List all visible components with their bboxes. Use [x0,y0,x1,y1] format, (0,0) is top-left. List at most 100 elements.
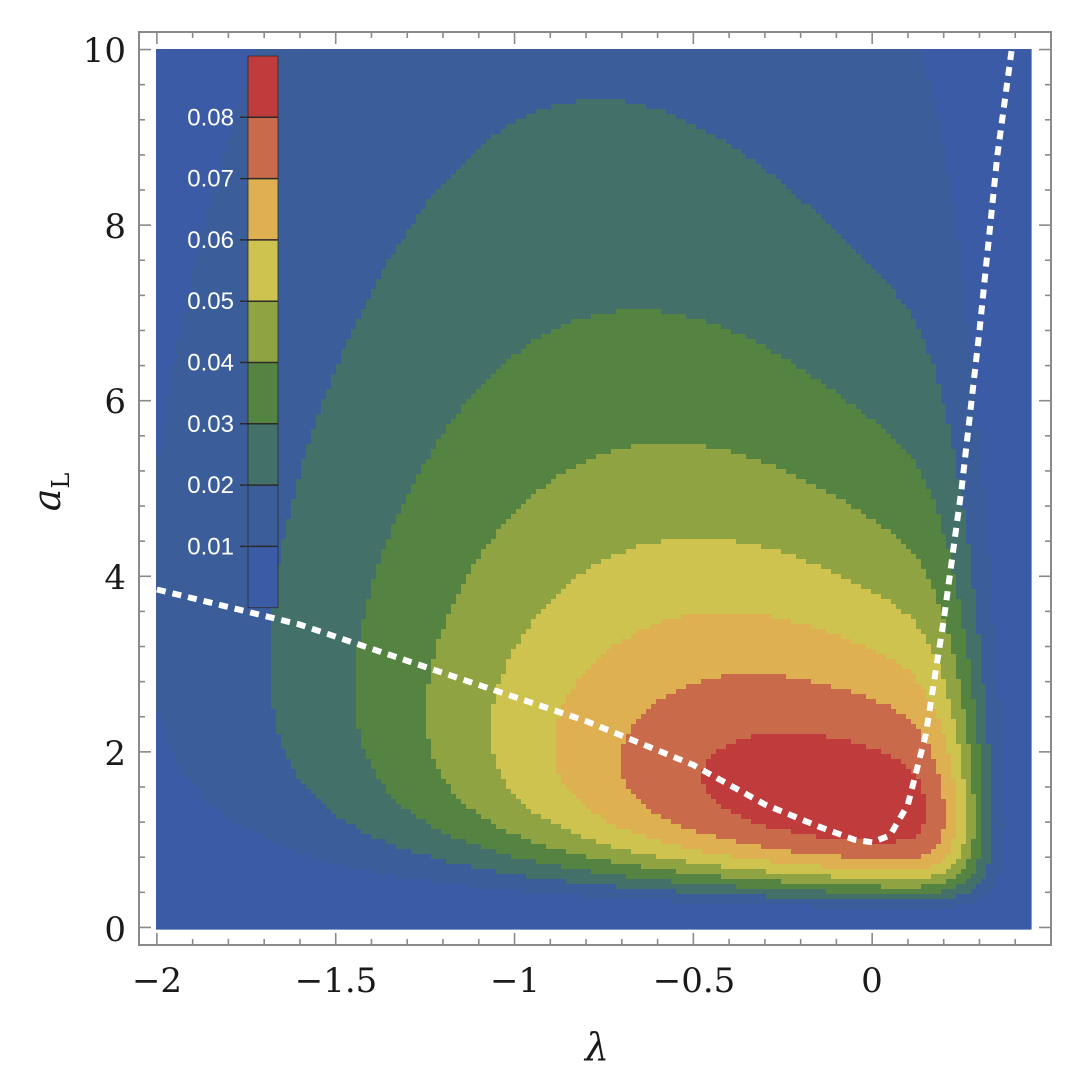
contour-cell [201,394,207,400]
contour-cell [281,314,287,320]
contour-cell [221,109,227,115]
contour-cell [286,249,292,255]
contour-cell [291,524,297,530]
contour-cell [166,914,172,920]
contour-cell [176,609,182,615]
contour-cell [181,49,187,55]
contour-cell [276,144,282,150]
contour-cell [191,694,197,700]
contour-cell [231,159,237,165]
contour-cell [181,779,187,785]
contour-cell [206,534,212,540]
contour-cell [166,379,172,385]
contour-cell [261,749,267,755]
contour-cell [206,164,212,170]
contour-cell [191,289,197,295]
contour-cell [226,609,232,615]
contour-cell [161,219,167,225]
contour-cell [161,284,167,290]
contour-cell [271,914,277,920]
contour-cell [286,864,292,870]
contour-cell [226,334,232,340]
contour-cell [196,609,202,615]
contour-cell [211,569,217,575]
contour-cell [276,134,282,140]
contour-cell [206,734,212,740]
contour-cell [156,729,162,735]
contour-cell [201,204,207,210]
contour-cell [246,619,252,625]
contour-cell [231,594,237,600]
contour-cell [241,234,247,240]
contour-cell [161,529,167,535]
contour-cell [171,274,177,280]
contour-cell [296,339,302,345]
contour-cell [281,679,287,685]
contour-cell [251,714,257,720]
contour-cell [166,509,172,515]
contour-cell [236,364,242,370]
contour-cell [161,239,167,245]
contour-cell [256,899,262,905]
contour-cell [186,329,192,335]
contour-cell [176,229,182,235]
contour-cell [171,139,177,145]
contour-cell [286,759,292,765]
contour-cell [176,334,182,340]
contour-cell [186,914,192,920]
contour-cell [156,904,162,910]
contour-cell [206,759,212,765]
contour-cell [221,409,227,415]
contour-cell [281,294,287,300]
contour-cell [201,754,207,760]
contour-cell [201,759,207,765]
contour-cell [176,179,182,185]
contour-cell [196,709,202,715]
contour-cell [211,264,217,270]
contour-cell [171,324,177,330]
contour-cell [171,734,177,740]
contour-cell [286,694,292,700]
contour-cell [256,894,262,900]
contour-cell [166,479,172,485]
contour-cell [236,404,242,410]
contour-cell [186,84,192,90]
contour-cell [226,174,232,180]
contour-cell [211,374,217,380]
contour-cell [196,824,202,830]
contour-cell [191,269,197,275]
contour-cell [281,299,287,305]
contour-cell [296,89,302,95]
contour-cell [231,399,237,405]
contour-cell [286,299,292,305]
contour-cell [201,129,207,135]
contour-cell [166,609,172,615]
contour-cell [201,804,207,810]
contour-cell [211,544,217,550]
contour-cell [221,479,227,485]
contour-cell [201,859,207,865]
contour-cell [196,599,202,605]
contour-cell [161,424,167,430]
contour-cell [216,679,222,685]
contour-cell [196,639,202,645]
contour-cell [266,754,272,760]
contour-cell [171,224,177,230]
contour-cell [286,389,292,395]
contour-cell [256,614,262,620]
contour-cell [236,154,242,160]
contour-cell [221,334,227,340]
contour-cell [181,464,187,470]
contour-cell [296,109,302,115]
contour-cell [156,419,162,425]
contour-cell [211,349,217,355]
contour-cell [161,379,167,385]
contour-cell [191,434,197,440]
contour-cell [176,314,182,320]
contour-cell [296,229,302,235]
contour-cell [286,134,292,140]
contour-cell [201,219,207,225]
contour-cell [191,544,197,550]
contour-cell [281,689,287,695]
contour-cell [241,759,247,765]
